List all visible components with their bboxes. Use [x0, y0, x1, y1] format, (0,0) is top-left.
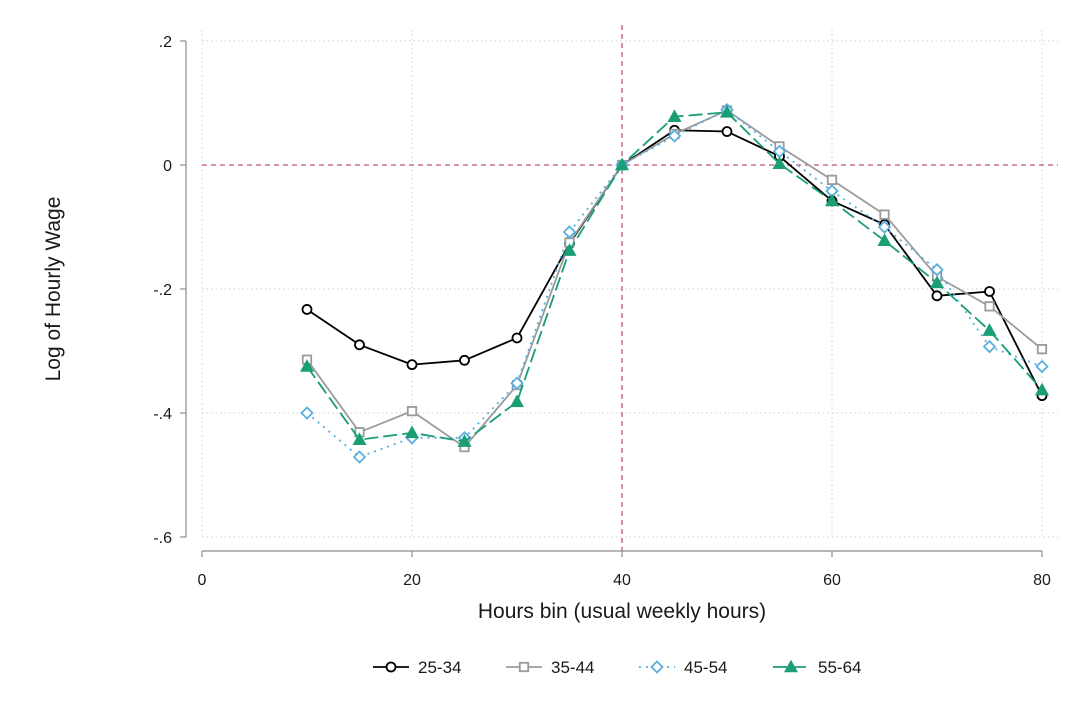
data-point	[406, 359, 418, 371]
x-tick-label: 20	[403, 572, 421, 589]
legend-label: 55-64	[818, 658, 861, 677]
axes: .2 0 -.2 -.4 -.6 0 20 40 60 80	[153, 34, 1051, 589]
legend-marker	[650, 660, 664, 674]
series-line	[306, 108, 1043, 458]
x-axis-title: Hours bin (usual weekly hours)	[478, 600, 766, 623]
data-point	[299, 359, 315, 372]
series-line	[306, 129, 1043, 397]
data-point	[1035, 359, 1049, 374]
data-point	[511, 332, 523, 344]
data-point	[510, 376, 524, 391]
data-point	[354, 339, 365, 351]
series-layer	[299, 103, 1050, 464]
legend-item: 25-34	[373, 658, 461, 677]
data-point	[877, 233, 892, 246]
y-tick-label: -.4	[153, 406, 172, 423]
legend: 25-34 35-44 45-54 55-64	[373, 658, 861, 677]
legend-item: 35-44	[506, 658, 594, 677]
data-point	[982, 339, 997, 354]
data-point	[614, 157, 630, 171]
data-point	[826, 174, 838, 185]
grid-layer	[201, 30, 1058, 538]
data-point	[404, 425, 420, 439]
x-tick-label: 0	[198, 572, 207, 589]
legend-item: 55-64	[773, 658, 861, 677]
series-line	[306, 109, 1043, 449]
data-point	[352, 450, 367, 464]
data-point	[879, 209, 890, 220]
data-point	[667, 109, 682, 122]
data-point	[459, 354, 470, 366]
data-point	[984, 301, 995, 312]
data-point	[721, 126, 733, 137]
data-point	[984, 286, 995, 297]
data-point	[301, 304, 313, 315]
series-25-34	[301, 124, 1048, 402]
y-tick-label: .2	[159, 34, 172, 51]
data-point	[509, 394, 525, 408]
data-point	[300, 406, 314, 420]
series-55-64	[299, 104, 1050, 447]
x-tick-label: 40	[613, 572, 631, 589]
legend-marker	[518, 661, 530, 673]
series-45-54	[300, 103, 1049, 464]
data-point	[929, 275, 945, 289]
data-point	[457, 434, 472, 447]
legend-item: 45-54	[639, 658, 727, 677]
data-point	[562, 243, 577, 256]
data-point	[406, 406, 418, 417]
series-35-44	[301, 105, 1048, 453]
data-point	[772, 156, 787, 170]
data-point	[1036, 344, 1048, 355]
y-tick-label: -.6	[153, 530, 172, 547]
legend-label: 25-34	[418, 658, 461, 677]
data-point	[667, 129, 682, 143]
y-tick-label: -.2	[153, 282, 172, 299]
reference-lines	[202, 25, 1058, 551]
series-line	[306, 111, 1043, 443]
data-point	[930, 263, 944, 277]
legend-marker	[783, 659, 799, 673]
legend-label: 45-54	[684, 658, 727, 677]
x-tick-label: 60	[823, 572, 841, 589]
y-tick-label: 0	[163, 158, 172, 175]
data-point	[352, 432, 367, 445]
data-point	[982, 323, 997, 336]
data-point	[719, 104, 735, 118]
legend-marker	[385, 661, 397, 673]
data-point	[877, 220, 892, 234]
data-point	[562, 225, 577, 239]
x-tick-label: 80	[1033, 572, 1051, 589]
data-point	[931, 290, 943, 302]
data-point	[824, 193, 840, 207]
data-point	[1034, 382, 1050, 396]
legend-label: 35-44	[551, 658, 594, 677]
y-axis-title: Log of Hourly Wage	[42, 197, 65, 382]
